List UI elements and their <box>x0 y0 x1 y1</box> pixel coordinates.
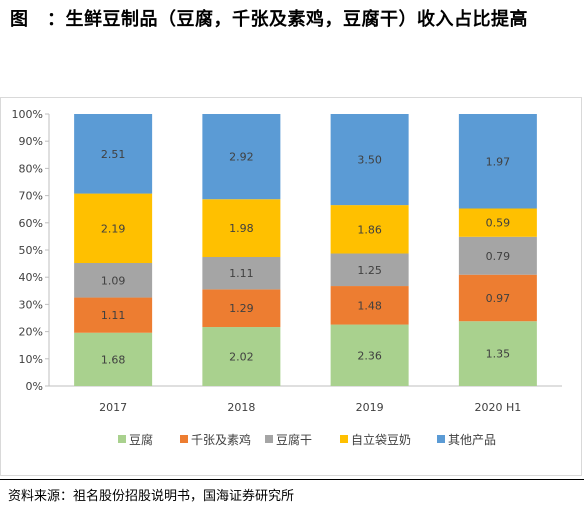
data-label: 1.35 <box>486 348 511 361</box>
bar-segment <box>458 114 537 209</box>
data-label: 1.09 <box>101 274 126 287</box>
stacked-bar-chart: 0% 10% 20% 30% 40% 50% 60% 70% 80% 90% 100% 1.68 1.1… <box>12 108 562 447</box>
legend-swatch <box>118 435 126 443</box>
legend-swatch <box>340 435 348 443</box>
x-tick-label: 2017 <box>99 401 127 414</box>
y-tick-label: 30% <box>19 298 43 311</box>
bar-segment <box>74 332 153 386</box>
chart-title: 图 ：生鲜豆制品（豆腐，千张及素鸡，豆腐干）收入占比提高 <box>10 9 528 30</box>
source-divider <box>0 479 584 480</box>
legend-label: 豆腐干 <box>276 432 312 447</box>
bar-segment <box>74 262 153 298</box>
legend-label: 其他产品 <box>448 433 496 447</box>
bar-segment <box>458 236 537 275</box>
data-label: 1.48 <box>357 299 382 312</box>
data-label: 2.92 <box>229 151 254 164</box>
bar-segment <box>458 321 537 386</box>
data-label: 1.11 <box>229 267 254 280</box>
bar-segment <box>458 208 537 237</box>
y-tick-label: 10% <box>19 353 43 366</box>
bar-segment <box>330 253 409 287</box>
legend-label: 千张及素鸡 <box>191 432 251 447</box>
bar-segment <box>74 297 153 333</box>
data-label: 2.02 <box>229 351 254 364</box>
bar-segment <box>202 327 281 386</box>
bar-segment <box>330 114 409 206</box>
source-note: 资料来源：祖名股份招股说明书，国海证券研究所 <box>8 489 295 504</box>
bar-segment <box>202 257 281 290</box>
data-label: 1.29 <box>229 302 254 315</box>
data-label: 3.50 <box>357 154 382 167</box>
bar-segment <box>330 286 409 325</box>
bar-segment <box>330 205 409 254</box>
data-label: 2.36 <box>357 349 382 362</box>
y-tick-label: 50% <box>19 244 43 257</box>
data-label: 2.51 <box>101 148 126 161</box>
y-tick-label: 80% <box>19 162 43 175</box>
bar-segment <box>458 274 537 322</box>
data-label: 1.97 <box>486 155 511 168</box>
data-label: 0.59 <box>486 217 511 230</box>
data-label: 1.98 <box>229 222 254 235</box>
y-tick-label: 0% <box>26 380 43 393</box>
bar-segment <box>74 193 153 263</box>
legend-swatch <box>265 435 273 443</box>
bar-segment <box>202 199 281 258</box>
x-tick-label: 2020 H1 <box>474 401 521 414</box>
y-tick-label: 40% <box>19 271 43 284</box>
y-tick-label: 100% <box>12 108 43 121</box>
data-label: 0.79 <box>486 250 511 263</box>
data-label: 1.11 <box>101 309 126 322</box>
bar-segment <box>202 114 281 200</box>
legend-label: 自立袋豆奶 <box>351 432 411 447</box>
y-tick-label: 70% <box>19 190 43 203</box>
legend-swatch <box>437 435 445 443</box>
legend-label: 豆腐 <box>129 432 153 447</box>
bar-segment <box>202 289 281 328</box>
x-tick-label: 2019 <box>356 401 384 414</box>
x-tick-label: 2018 <box>227 401 255 414</box>
legend-swatch <box>180 435 188 443</box>
data-label: 1.68 <box>101 353 126 366</box>
y-tick-label: 20% <box>19 326 43 339</box>
y-tick-label: 60% <box>19 217 43 230</box>
data-label: 0.97 <box>486 292 511 305</box>
data-label: 1.86 <box>357 223 382 236</box>
chart-frame <box>0 97 582 476</box>
data-label: 2.19 <box>101 222 126 235</box>
data-label: 1.25 <box>357 264 382 277</box>
bar-segment <box>74 114 153 194</box>
y-tick-label: 90% <box>19 135 43 148</box>
bar-segment <box>330 324 409 386</box>
